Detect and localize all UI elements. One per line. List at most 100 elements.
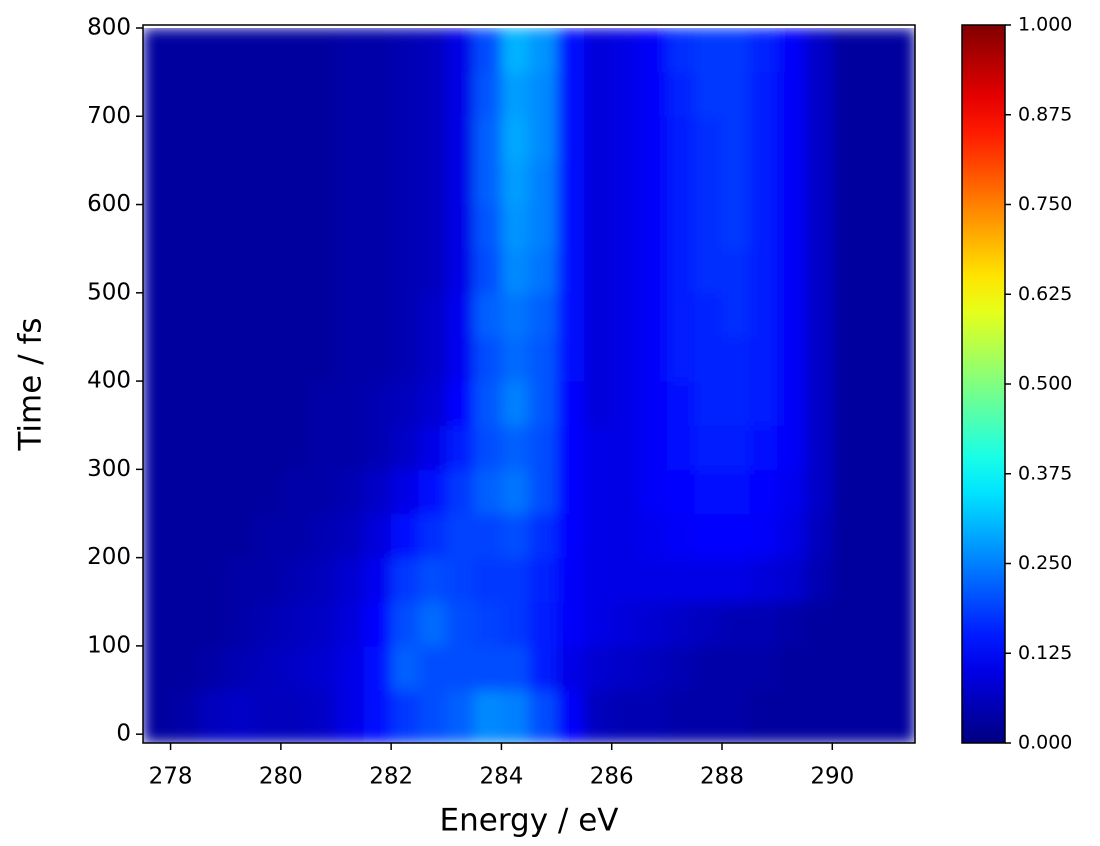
heatmap-cell: [143, 248, 172, 294]
heatmap-cell: [363, 557, 392, 603]
heatmap-cell: [501, 513, 530, 559]
heatmap-cell: [887, 513, 915, 559]
heatmap-cell: [308, 116, 337, 161]
heatmap-cell: [804, 469, 833, 514]
heatmap-cell: [529, 116, 558, 161]
heatmap-cell: [749, 204, 778, 250]
heatmap-cell: [308, 601, 337, 647]
heatmap-cell: [584, 513, 613, 559]
heatmap-cell: [722, 116, 751, 161]
heatmap-cell: [501, 160, 530, 206]
heatmap-cell: [859, 601, 888, 647]
x-tick-label: 280: [259, 764, 303, 790]
heatmap-cell: [391, 425, 420, 470]
heatmap-cell: [777, 248, 806, 294]
heatmap-cell: [666, 28, 695, 73]
heatmap-cell: [584, 690, 613, 744]
heatmap-cell: [391, 513, 420, 559]
heatmap-cell: [556, 645, 585, 691]
heatmap-cell: [529, 28, 558, 73]
heatmap-cell: [556, 381, 585, 426]
heatmap-cell: [666, 513, 695, 559]
heatmap-cell: [280, 601, 309, 647]
heatmap-cell: [859, 425, 888, 470]
heatmap-cell: [418, 557, 447, 603]
heatmap-cell: [280, 557, 309, 603]
heatmap-cell: [391, 72, 420, 117]
heatmap-cell: [639, 72, 668, 117]
heatmap-cell: [666, 336, 695, 382]
heatmap-cell: [887, 645, 915, 691]
heatmap-cell: [225, 690, 254, 744]
heatmap-cell: [832, 336, 861, 382]
heatmap-cell: [859, 116, 888, 161]
colorbar-tick-label: 0.250: [1018, 552, 1072, 574]
heatmap-cell: [336, 513, 365, 559]
heatmap-cell: [253, 601, 282, 647]
y-tick-label: 100: [87, 632, 131, 658]
heatmap-cell: [804, 116, 833, 161]
heatmap-cell: [556, 425, 585, 470]
heatmap-cell: [529, 645, 558, 691]
colorbar-tick-label: 0.500: [1018, 373, 1072, 395]
heatmap-cell: [584, 160, 613, 206]
heatmap-cell: [804, 336, 833, 382]
heatmap-cell: [473, 292, 502, 338]
heatmap-cell: [887, 690, 915, 744]
heatmap-cell: [666, 425, 695, 470]
heatmap-cell: [832, 645, 861, 691]
heatmap-cell: [666, 557, 695, 603]
heatmap-cell: [198, 292, 227, 338]
heatmap-cell: [308, 381, 337, 426]
heatmap-cell: [170, 248, 199, 294]
heatmap-cell: [694, 557, 723, 603]
heatmap-cell: [170, 72, 199, 117]
heatmap-cell: [363, 336, 392, 382]
heatmap-cell: [363, 469, 392, 514]
heatmap-cell: [584, 425, 613, 470]
y-tick-label: 600: [87, 191, 131, 217]
heatmap-cell: [143, 557, 172, 603]
heatmap-cell: [859, 292, 888, 338]
heatmap-cell: [694, 72, 723, 117]
heatmap-cell: [473, 690, 502, 744]
heatmap-cell: [280, 381, 309, 426]
heatmap-cell: [363, 28, 392, 73]
heatmap-cell: [446, 645, 475, 691]
heatmap-cell: [446, 204, 475, 250]
heatmap-cell: [722, 513, 751, 559]
colorbar-tick-label: 0.000: [1018, 732, 1072, 754]
heatmap-cell: [749, 116, 778, 161]
heatmap-cell: [253, 204, 282, 250]
heatmap-cell: [473, 557, 502, 603]
heatmap-cell: [832, 28, 861, 73]
heatmap-cell: [666, 292, 695, 338]
plot-frame: [142, 24, 916, 744]
heatmap-cell: [501, 28, 530, 73]
heatmap-cell: [749, 690, 778, 744]
heatmap-cell: [170, 425, 199, 470]
heatmap-cell: [391, 292, 420, 338]
heatmap-cell: [749, 336, 778, 382]
heatmap-cell: [749, 292, 778, 338]
heatmap-cell: [859, 645, 888, 691]
heatmap-cell: [170, 28, 199, 73]
heatmap-cell: [859, 28, 888, 73]
heatmap-cell: [446, 72, 475, 117]
heatmap-cell: [859, 469, 888, 514]
heatmap-cell: [529, 557, 558, 603]
heatmap-cell: [584, 248, 613, 294]
heatmap-cell: [556, 248, 585, 294]
heatmap-cell: [363, 292, 392, 338]
heatmap-cell: [584, 292, 613, 338]
heatmap-cell: [859, 72, 888, 117]
heatmap-cell: [418, 160, 447, 206]
y-tick-label: 0: [116, 721, 131, 747]
heatmap-cell: [804, 160, 833, 206]
heatmap-cell: [198, 248, 227, 294]
heatmap-cell: [694, 336, 723, 382]
heatmap-cell: [418, 204, 447, 250]
heatmap-cell: [143, 425, 172, 470]
heatmap-cell: [832, 292, 861, 338]
